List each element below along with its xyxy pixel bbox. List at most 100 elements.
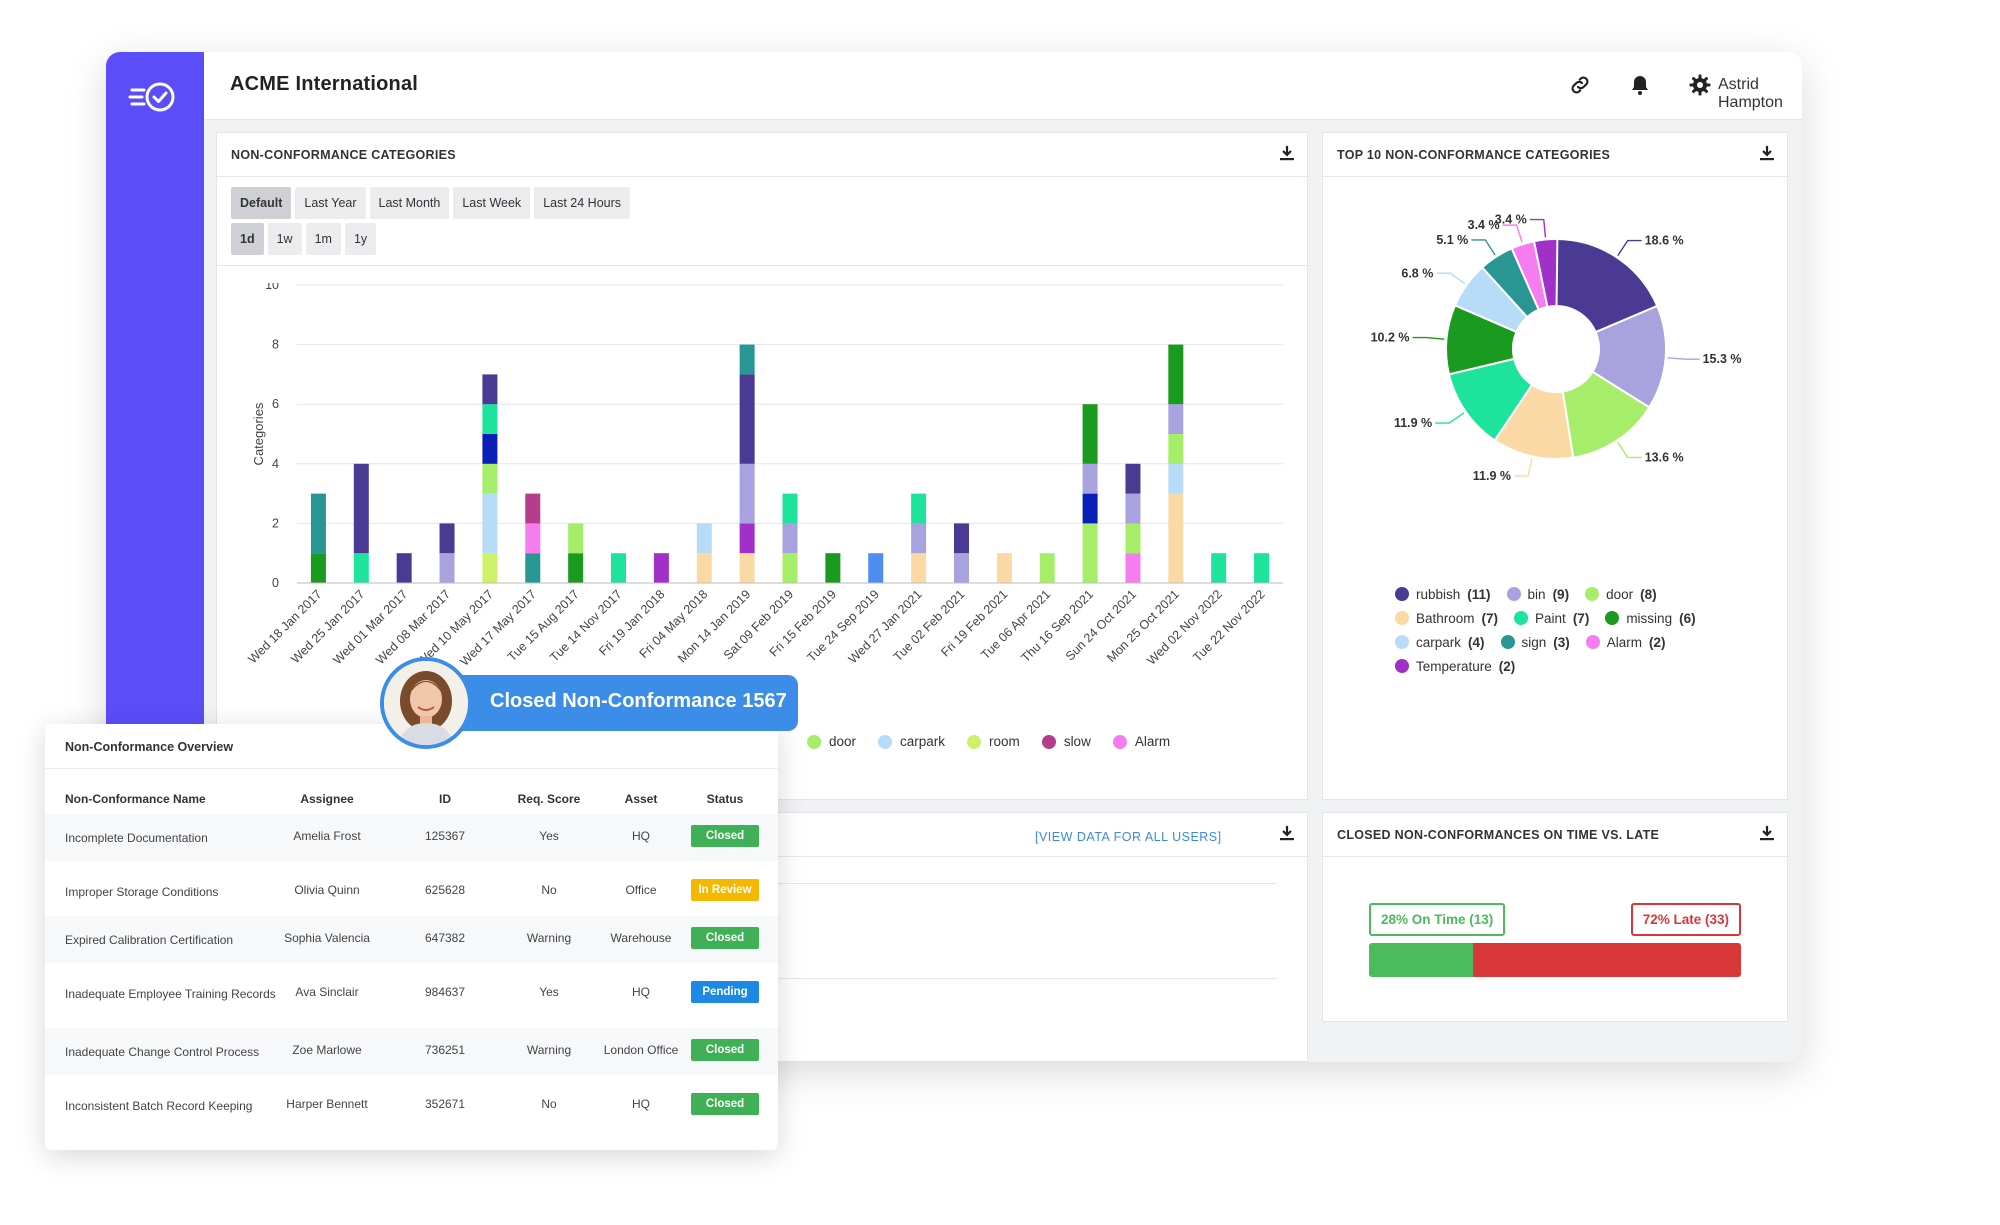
pie-legend-item-alarm[interactable]: Alarm (2) (1585, 633, 1666, 651)
bar-segment-bin[interactable] (782, 523, 798, 554)
bar-segment-temperature[interactable] (653, 553, 669, 583)
link-icon[interactable] (1568, 73, 1592, 97)
column-header[interactable]: Asset (624, 792, 658, 806)
table-row[interactable] (45, 1028, 778, 1075)
bar-segment-sign[interactable] (525, 553, 541, 583)
bar-segment-rubbish[interactable] (396, 553, 412, 583)
bar-segment-bin[interactable] (1168, 404, 1184, 434)
bar-segment-bathroom[interactable] (696, 553, 712, 583)
bar-segment-paint[interactable] (611, 553, 627, 583)
bar-segment-bin[interactable] (953, 553, 969, 583)
download-icon[interactable] (1757, 823, 1777, 843)
bar-segment-paint[interactable] (782, 493, 798, 524)
legend-item-door[interactable]: door (807, 734, 856, 749)
bar-segment-bin[interactable] (1125, 493, 1141, 524)
bar-segment-carpark[interactable] (482, 493, 498, 554)
bell-icon[interactable] (1628, 73, 1652, 97)
bar-segment-carpark[interactable] (696, 523, 712, 554)
bar-segment-missing[interactable] (310, 553, 326, 583)
table-row[interactable] (45, 916, 778, 963)
column-header[interactable]: Req. Score (517, 792, 581, 806)
gear-icon[interactable] (1688, 73, 1712, 97)
pie-legend-item-carpark[interactable]: carpark (4) (1395, 633, 1485, 651)
legend-item-room[interactable]: room (967, 734, 1020, 749)
bar-segment-rubbish[interactable] (482, 374, 498, 405)
filter-button-default[interactable]: Default (231, 187, 292, 219)
filter-button-last-24-hours[interactable]: Last 24 Hours (534, 187, 631, 219)
notification-toast[interactable]: Closed Non-Conformance 1567 (380, 657, 798, 749)
bar-segment-rubbish[interactable] (1125, 463, 1141, 494)
pie-slice-rubbish[interactable] (1555, 237, 1659, 334)
bar-segment-door[interactable] (1039, 553, 1055, 583)
bar-segment-sign[interactable] (310, 493, 326, 554)
pie-legend-item-rubbish[interactable]: rubbish (11) (1395, 585, 1491, 603)
pie-legend-item-temperature[interactable]: Temperature (2) (1395, 657, 1515, 675)
range-button-1d[interactable]: 1d (231, 223, 264, 255)
column-header[interactable]: ID (439, 792, 451, 806)
bar-segment-door[interactable] (568, 523, 584, 554)
column-header[interactable]: Non-Conformance Name (65, 792, 206, 806)
bar-segment-blue_extra[interactable] (482, 434, 498, 464)
pie-legend-item-paint[interactable]: Paint (7) (1514, 609, 1589, 627)
bar-segment-rubbish[interactable] (439, 523, 455, 554)
bar-segment-rubbish[interactable] (353, 463, 369, 554)
filter-button-last-month[interactable]: Last Month (369, 187, 450, 219)
bar-segment-missing[interactable] (825, 553, 841, 583)
bar-segment-bathroom[interactable] (1168, 493, 1184, 583)
bar-segment-bin[interactable] (1082, 463, 1098, 494)
bar-segment-bin[interactable] (739, 463, 755, 524)
pie-slice-bin[interactable] (1591, 304, 1667, 409)
bar-segment-rubbish[interactable] (953, 523, 969, 554)
bar-segment-missing[interactable] (1168, 344, 1184, 405)
bar-segment-bin[interactable] (911, 523, 927, 554)
bar-segment-missing[interactable] (1082, 404, 1098, 464)
column-header[interactable]: Status (706, 792, 744, 806)
logo-check-icon[interactable] (126, 72, 184, 122)
download-icon[interactable] (1277, 143, 1297, 163)
bar-segment-paint[interactable] (482, 404, 498, 434)
bar-segment-bathroom[interactable] (911, 553, 927, 583)
pie-slice-temperature[interactable] (1532, 238, 1559, 309)
bar-segment-door[interactable] (482, 463, 498, 494)
bar-segment-rubbish[interactable] (739, 374, 755, 464)
bar-segment-slow[interactable] (525, 493, 541, 524)
filter-button-last-year[interactable]: Last Year (295, 187, 366, 219)
legend-item-alarm[interactable]: Alarm (1112, 734, 1170, 749)
legend-item-slow[interactable]: slow (1041, 734, 1091, 749)
bar-segment-missing[interactable] (568, 553, 584, 583)
range-button-1y[interactable]: 1y (344, 223, 377, 255)
pie-legend-item-missing[interactable]: missing (6) (1605, 609, 1696, 627)
column-header[interactable]: Assignee (300, 792, 354, 806)
bar-segment-bathroom[interactable] (996, 553, 1012, 583)
view-all-users-link[interactable]: [VIEW DATA FOR ALL USERS] (1035, 830, 1222, 844)
bar-segment-paint[interactable] (1254, 553, 1270, 583)
filter-button-last-week[interactable]: Last Week (453, 187, 531, 219)
bar-segment-alarm[interactable] (525, 523, 541, 554)
bar-segment-carpark[interactable] (1168, 463, 1184, 494)
bar-segment-door[interactable] (1082, 523, 1098, 583)
bar-segment-door[interactable] (1168, 434, 1184, 464)
bar-segment-temperature[interactable] (739, 523, 755, 554)
bar-segment-door[interactable] (1125, 523, 1141, 554)
range-button-1m[interactable]: 1m (305, 223, 341, 255)
bar-segment-blue_extra[interactable] (1082, 493, 1098, 524)
bar-segment-sign[interactable] (739, 344, 755, 375)
bar-segment-paint[interactable] (353, 553, 369, 583)
pie-legend-item-door[interactable]: door (8) (1585, 585, 1657, 603)
bar-segment-blue_light[interactable] (868, 553, 884, 583)
pie-legend-item-bin[interactable]: bin (9) (1506, 585, 1569, 603)
table-row[interactable] (45, 814, 778, 861)
legend-item-carpark[interactable]: carpark (878, 734, 945, 749)
bar-segment-alarm[interactable] (1125, 553, 1141, 583)
user-name[interactable]: Astrid Hampton (1718, 76, 1783, 111)
bar-segment-paint[interactable] (1211, 553, 1227, 583)
pie-legend-item-bathroom[interactable]: Bathroom (7) (1395, 609, 1498, 627)
bar-segment-room[interactable] (482, 553, 498, 583)
bar-segment-bin[interactable] (439, 553, 455, 583)
download-icon[interactable] (1277, 823, 1297, 843)
pie-legend-item-sign[interactable]: sign (3) (1500, 633, 1570, 651)
bar-segment-paint[interactable] (911, 493, 927, 524)
bar-segment-bathroom[interactable] (739, 553, 755, 583)
bar-segment-door[interactable] (782, 553, 798, 583)
range-button-1w[interactable]: 1w (267, 223, 302, 255)
